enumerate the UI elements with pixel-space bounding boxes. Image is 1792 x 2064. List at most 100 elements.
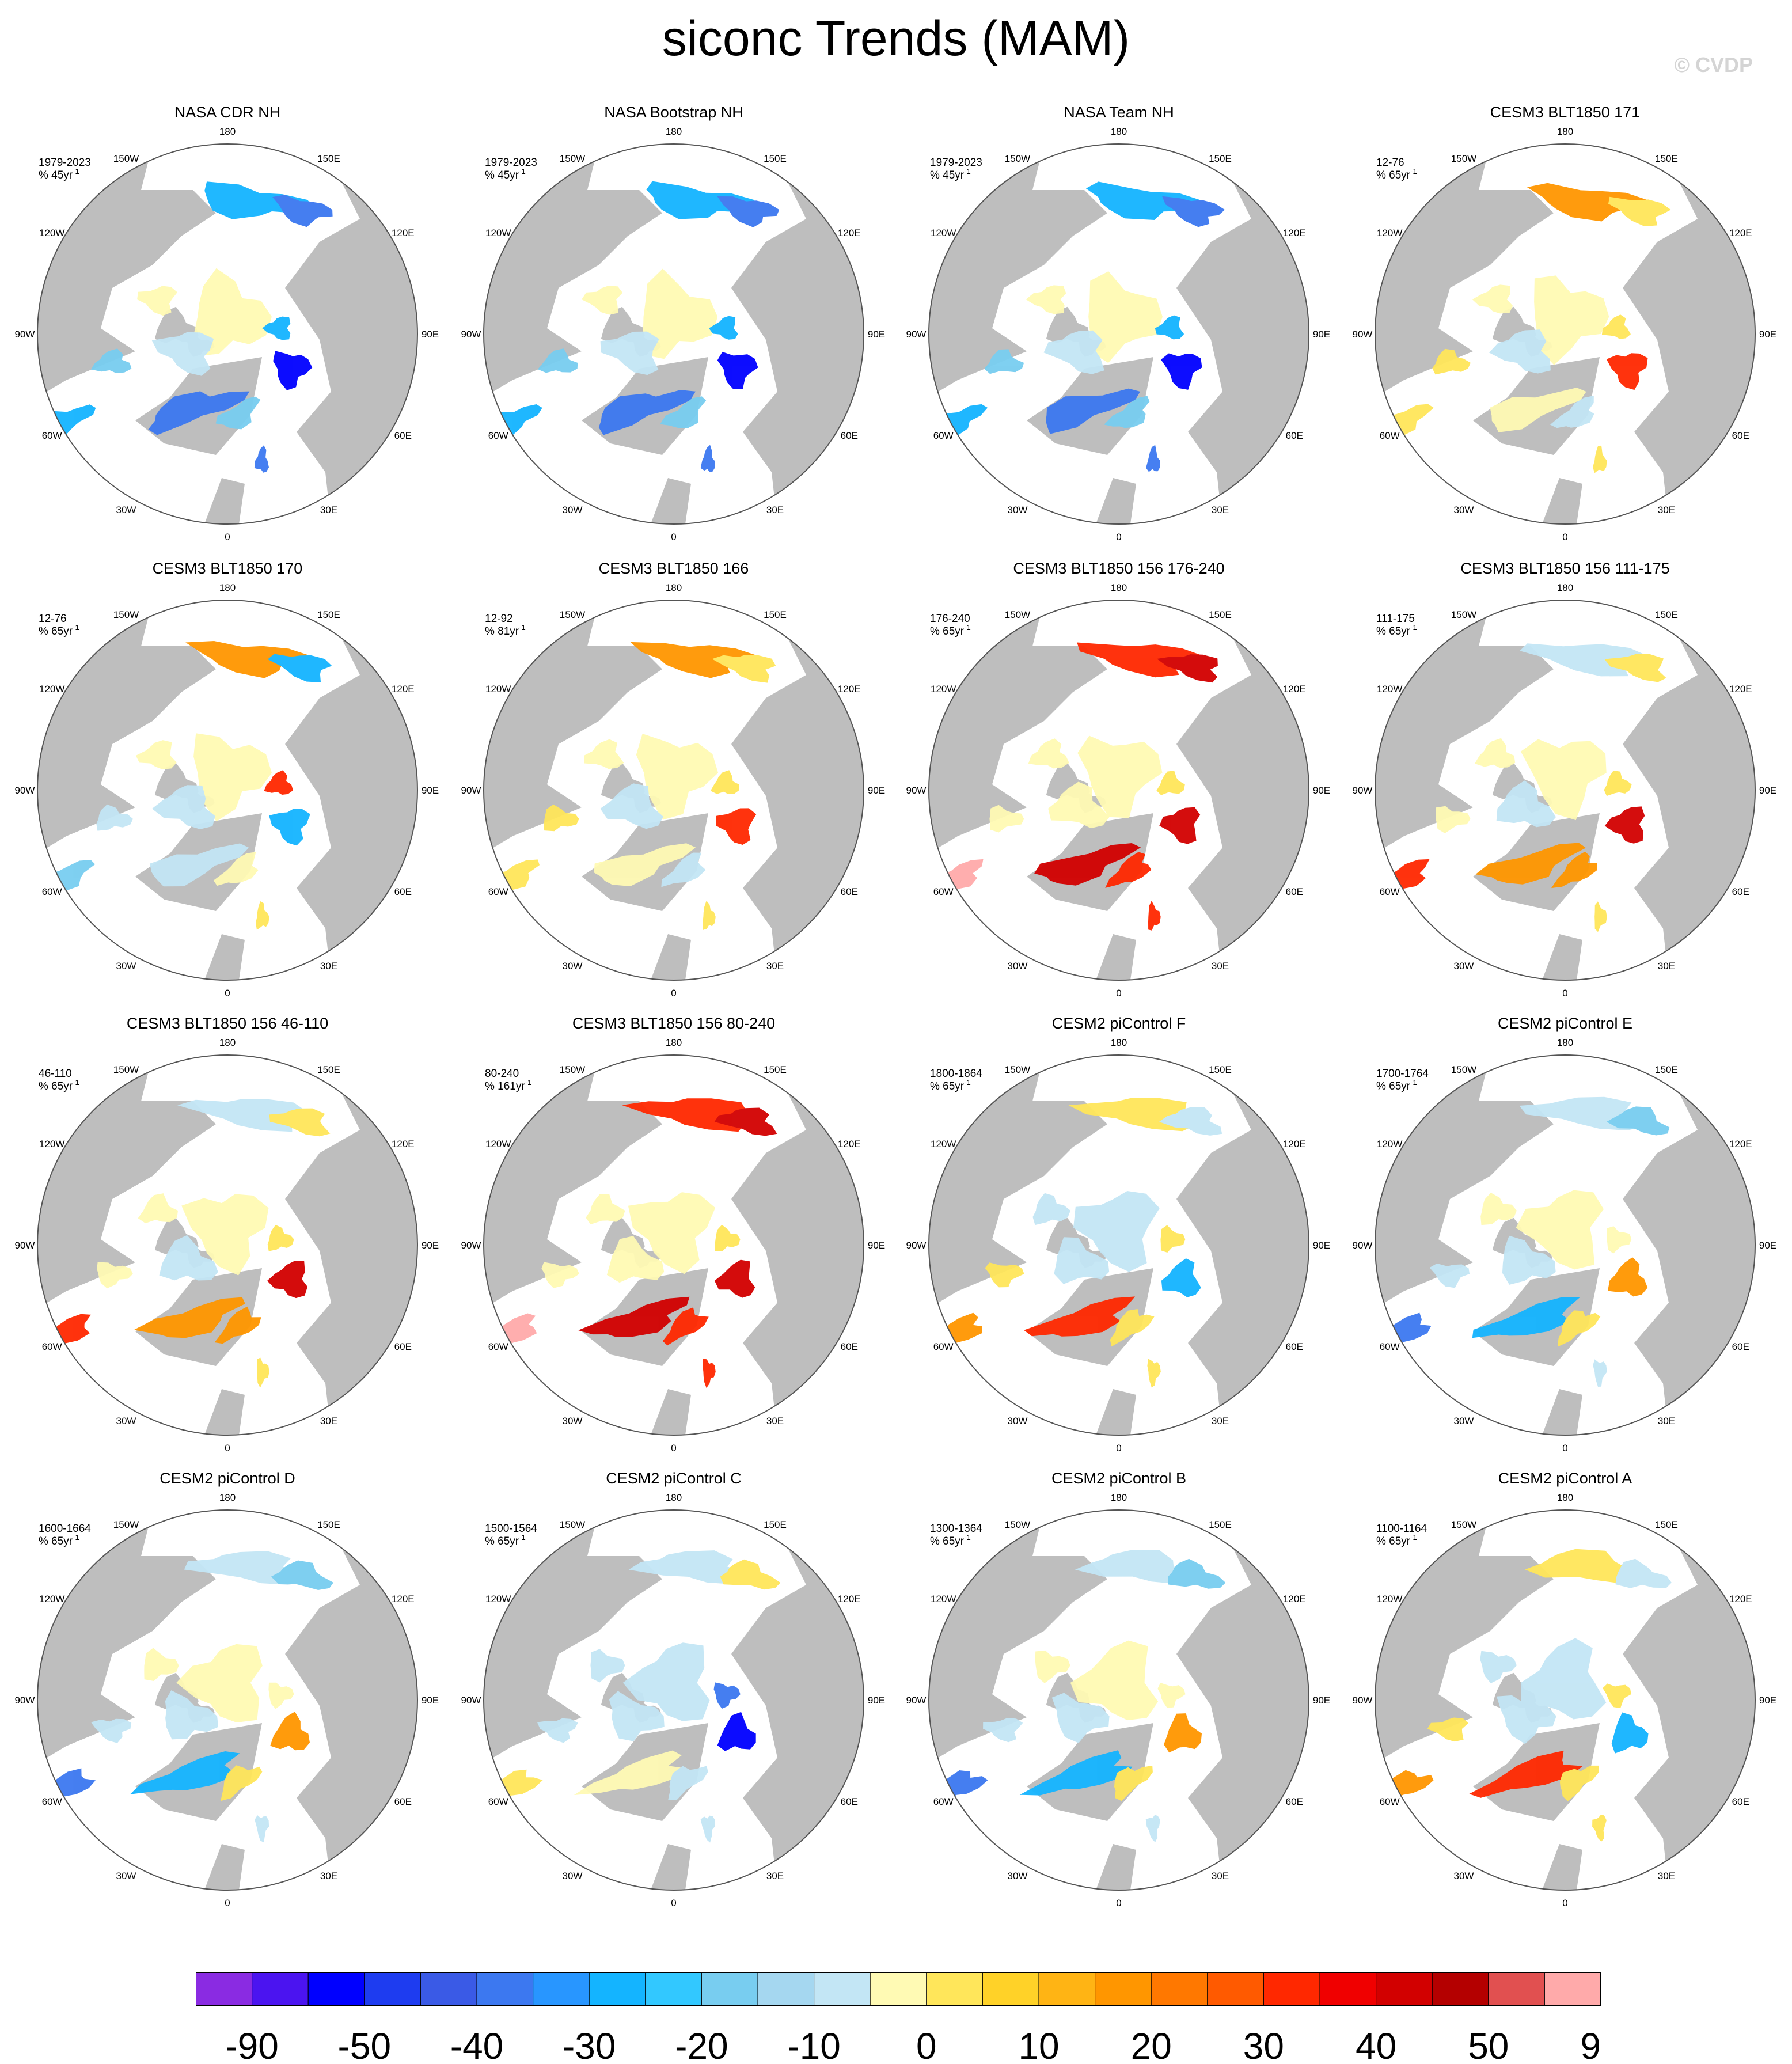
- ice-region-central: [1516, 1190, 1604, 1270]
- ice-region-canArch: [1043, 330, 1104, 374]
- longitude-label: 150W: [1451, 609, 1476, 620]
- trend-units: % 65yr-1: [485, 1533, 526, 1547]
- ice-region-barents: [1608, 1257, 1648, 1297]
- ice-region-baffin: [594, 843, 696, 886]
- ice-region-greenlandSea: [214, 1306, 261, 1344]
- trend-period: 12-92: [485, 613, 513, 625]
- longitude-label: 30E: [1212, 1416, 1229, 1426]
- ice-region-eastSib: [1606, 1106, 1670, 1136]
- longitude-label: 0: [671, 988, 676, 999]
- colorbar-swatch: [1207, 1972, 1264, 2006]
- ice-region-barents: [1604, 806, 1645, 844]
- ice-region-baffin: [1034, 843, 1141, 886]
- polar-map: 180 150E 120E 90E 60E 30E 0 30W 60W 90W 120W 150W 15…: [461, 1492, 886, 1909]
- map-border: [483, 1509, 864, 1891]
- ice-region-barents: [269, 809, 310, 846]
- longitude-label: 30W: [1008, 1416, 1028, 1426]
- ice-region-baffin: [574, 1750, 682, 1795]
- trend-units-text: % 161yr: [485, 1080, 525, 1092]
- ice-region-eastSib: [1615, 1558, 1672, 1588]
- longitude-label: 90W: [1353, 1240, 1373, 1251]
- ice-region-canArch: [1497, 1695, 1556, 1744]
- ice-region-kara: [262, 316, 291, 340]
- trend-period: 1979-2023: [39, 157, 91, 169]
- longitude-label: 0: [1562, 1443, 1567, 1454]
- map-panel: CESM3 BLT1850 156 46-110 180 150E 120E 90E 60…: [9, 1015, 446, 1470]
- ice-region-baltic: [700, 445, 715, 472]
- colorbar-swatch: [252, 1972, 309, 2006]
- trend-units-text: % 65yr: [485, 1535, 519, 1547]
- map-border: [37, 143, 418, 525]
- ice-region-baltic: [1145, 1815, 1160, 1842]
- longitude-label: 30E: [320, 1870, 337, 1881]
- ice-region-barents: [1161, 1258, 1201, 1297]
- ice-region-beaufortBay: [590, 1649, 625, 1683]
- ice-region-baltic: [256, 901, 269, 930]
- longitude-label: 120W: [39, 227, 64, 238]
- ice-region-canArch: [151, 332, 214, 376]
- longitude-label: 90E: [422, 329, 439, 340]
- polar-map: 180 150E 120E 90E 60E 30E 0 30W 60W 90W 120W 150W 19…: [906, 126, 1331, 542]
- ice-region-canArch: [606, 1236, 665, 1283]
- map-panel: CESM2 piControl F 180 150E 120E 90E 60E 30E 0 30…: [900, 1015, 1338, 1470]
- longitude-label: 180: [1111, 1492, 1127, 1503]
- longitude-label: 0: [225, 1443, 230, 1454]
- longitude-label: 60W: [1380, 886, 1400, 897]
- ice-region-canArch: [609, 1691, 665, 1741]
- ice-region-greenlandSea: [662, 1307, 709, 1346]
- sea-ice-trend-field: [1375, 643, 1666, 932]
- longitude-label: 90E: [1759, 785, 1776, 796]
- colorbar-swatch: [982, 1972, 1039, 2006]
- longitude-label: 90W: [461, 1240, 481, 1251]
- ice-region-eastSib: [1159, 1107, 1222, 1136]
- longitude-label: 150E: [317, 1064, 340, 1075]
- longitude-label: 30E: [320, 504, 337, 515]
- ice-region-kara: [1607, 1226, 1632, 1254]
- longitude-label: 150W: [560, 609, 585, 620]
- longitude-label: 120E: [838, 1139, 861, 1149]
- longitude-label: 150E: [1209, 153, 1232, 164]
- ice-region-eastSib: [1604, 654, 1666, 682]
- longitude-label: 150E: [1655, 609, 1678, 620]
- longitude-label: 60W: [933, 430, 954, 441]
- map-border: [483, 600, 864, 981]
- trend-period: 1300-1364: [930, 1523, 982, 1535]
- ice-region-pacificN: [630, 642, 758, 678]
- trend-units-text: % 65yr: [930, 625, 965, 638]
- ice-region-central: [628, 1192, 716, 1274]
- longitude-label: 60W: [488, 1796, 508, 1807]
- ice-region-kara: [1155, 315, 1184, 340]
- colorbar-swatch: [1038, 1972, 1096, 2006]
- trend-units-superscript: -1: [1410, 623, 1417, 632]
- longitude-label: 60W: [42, 1796, 62, 1807]
- ice-region-beaufortBay: [582, 286, 623, 315]
- longitude-label: 150E: [1655, 1519, 1678, 1530]
- colorbar-swatch: [1488, 1972, 1545, 2006]
- ice-region-kara: [713, 1682, 741, 1709]
- ice-region-baffin: [578, 1296, 690, 1337]
- colorbar-swatch: [1263, 1972, 1320, 2006]
- ice-region-baffin: [130, 1751, 240, 1794]
- ice-region-kara: [1160, 1225, 1186, 1253]
- copyright-watermark: © CVDP: [1674, 53, 1753, 77]
- ice-region-central: [176, 1644, 263, 1722]
- ice-region-canArch: [1054, 1237, 1110, 1284]
- colorbar-swatch: [307, 1972, 365, 2006]
- trend-units-superscript: -1: [525, 1078, 532, 1087]
- ice-region-hudson: [983, 1718, 1023, 1743]
- ice-region-barents: [714, 1259, 755, 1298]
- ice-region-baltic: [703, 1359, 716, 1388]
- ice-region-central: [1088, 271, 1163, 363]
- longitude-label: 60E: [394, 430, 412, 441]
- colorbar-tick-label: -40: [450, 2025, 504, 2064]
- trend-units-text: % 45yr: [930, 169, 965, 181]
- trend-units: % 45yr-1: [485, 167, 526, 181]
- longitude-label: 150W: [113, 153, 139, 164]
- longitude-label: 60W: [933, 886, 954, 897]
- ice-region-baffin: [598, 390, 696, 435]
- ice-region-beaufortBay: [144, 1648, 179, 1681]
- map-border: [483, 1054, 864, 1436]
- longitude-label: 30E: [766, 1870, 784, 1881]
- ice-region-hudson: [1436, 806, 1471, 833]
- ice-region-baltic: [1146, 445, 1160, 472]
